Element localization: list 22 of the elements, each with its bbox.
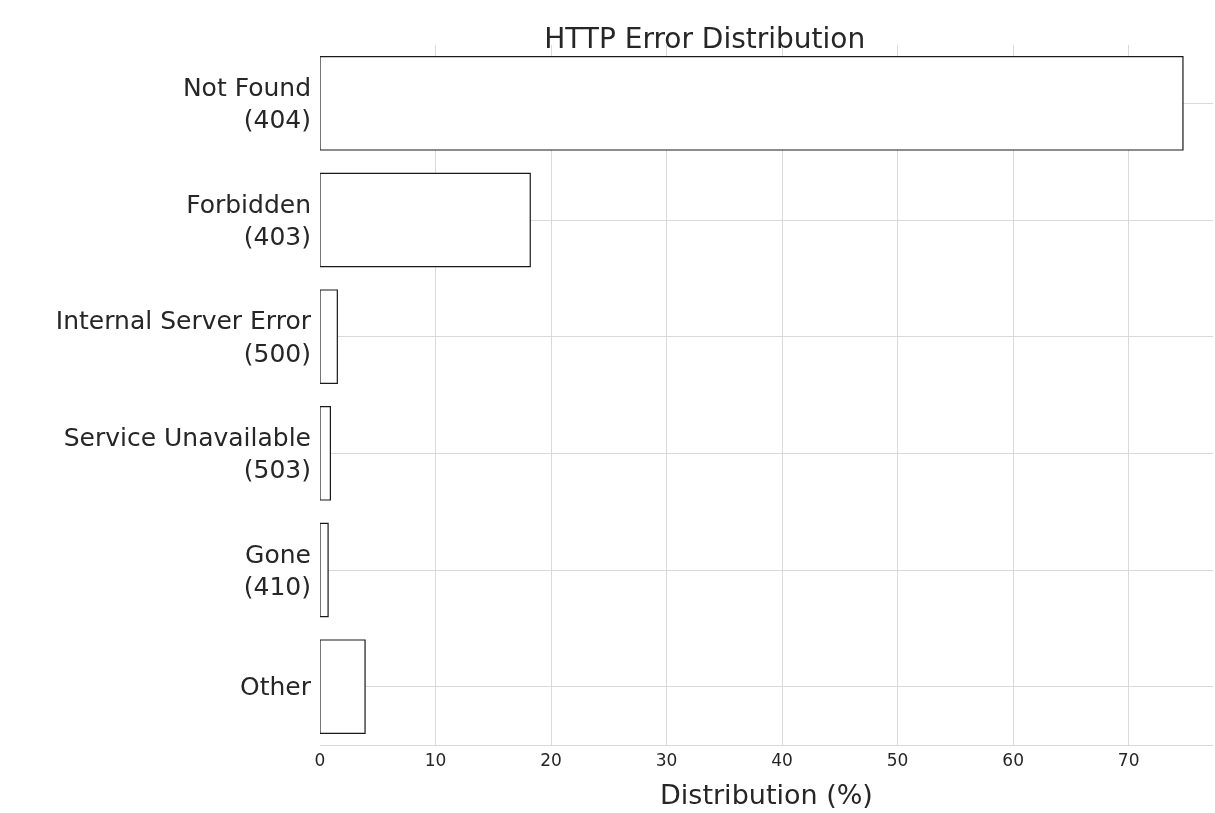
y-tick-label: Internal Server Error (500) bbox=[55, 306, 312, 368]
bar bbox=[320, 172, 531, 268]
bar bbox=[320, 289, 338, 384]
x-tick-label: 10 bbox=[424, 750, 447, 771]
x-tick-label: 40 bbox=[771, 750, 793, 771]
x-axis-title: Distribution (%) bbox=[660, 778, 873, 810]
bar bbox=[320, 406, 331, 501]
x-tick-label: 0 bbox=[314, 750, 326, 771]
bar bbox=[320, 522, 329, 618]
bar bbox=[320, 56, 1184, 151]
x-tick-label: 30 bbox=[655, 750, 678, 771]
y-tick-label: Service Unavailable (503) bbox=[63, 422, 311, 485]
y-tick-label: Forbidden (403) bbox=[186, 189, 311, 251]
y-tick-label: Other bbox=[240, 672, 312, 702]
y-tick-label: Not Found (404) bbox=[182, 72, 311, 135]
x-tick-label: 50 bbox=[886, 750, 909, 771]
chart-title: HTTP Error Distribution bbox=[544, 22, 866, 56]
x-tick-label: 70 bbox=[1117, 750, 1140, 771]
x-tick-label: 20 bbox=[540, 750, 562, 771]
x-tick-label: 60 bbox=[1002, 750, 1024, 771]
bar bbox=[320, 639, 366, 734]
y-tick-label: Gone (410) bbox=[243, 539, 311, 601]
